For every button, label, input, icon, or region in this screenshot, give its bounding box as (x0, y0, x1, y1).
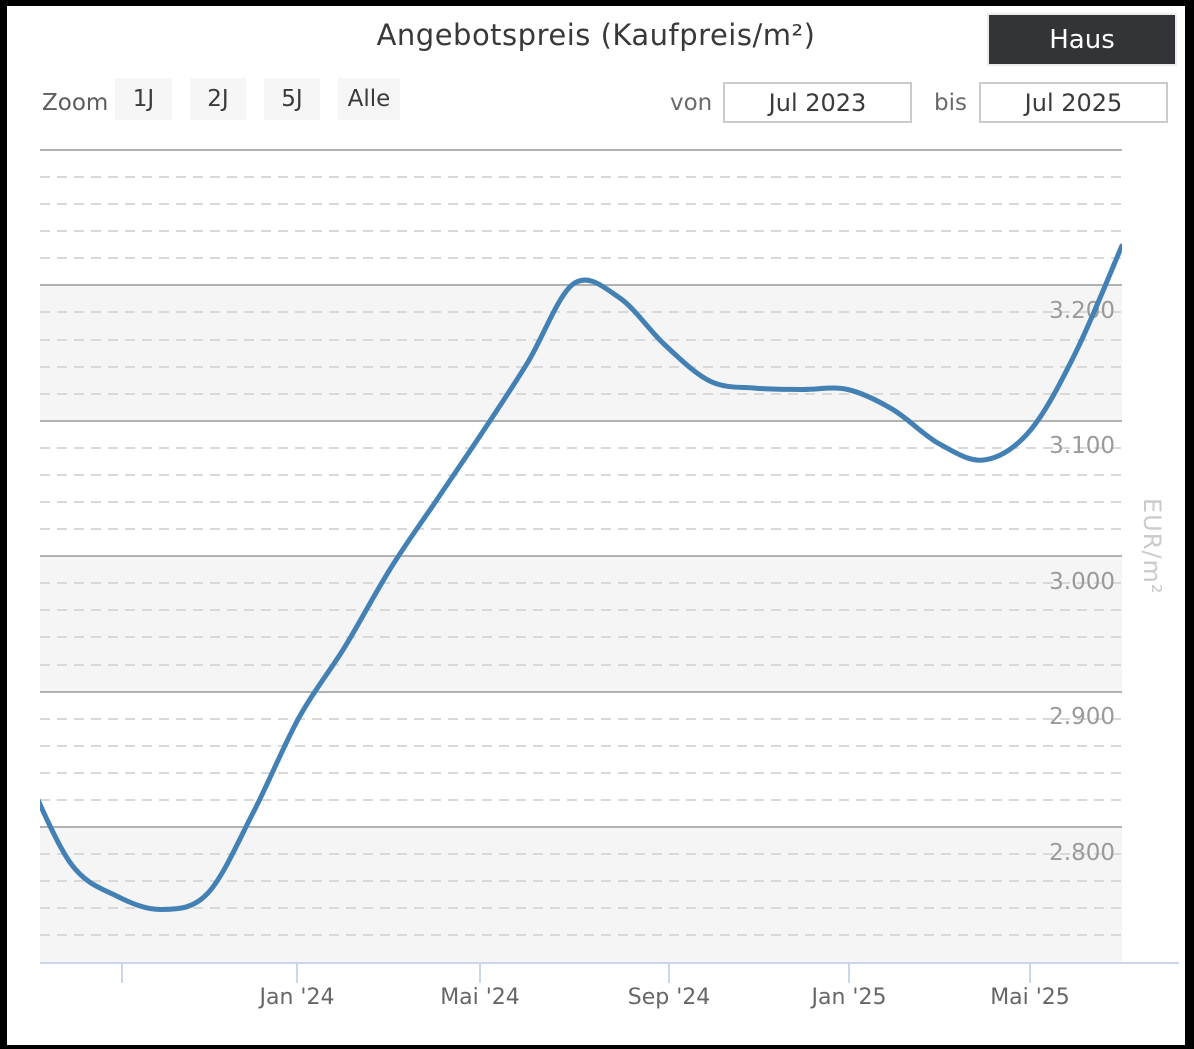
x-axis-label: Jan '24 (259, 985, 335, 1010)
x-axis-tick (668, 963, 670, 983)
gridline-minor (40, 663, 1122, 666)
gridline-minor (40, 365, 1122, 368)
chart-container: Angebotspreis (Kaufpreis/m²) Haus Zoom 1… (7, 6, 1185, 1045)
gridline-minor (40, 311, 1122, 314)
zoom-button-5j[interactable]: 5J (264, 78, 320, 120)
range-to-input[interactable] (979, 82, 1168, 123)
zoom-label: Zoom (42, 90, 109, 116)
plot-band (40, 285, 1122, 421)
x-axis-tick (848, 963, 850, 983)
y-axis-title: EUR/m² (1138, 498, 1166, 595)
zoom-button-1j[interactable]: 1J (115, 78, 172, 120)
range-from-input[interactable] (723, 82, 912, 123)
plot-band (40, 827, 1122, 963)
x-axis-line (40, 962, 1179, 964)
gridline-minor (40, 609, 1122, 612)
gridline-minor (40, 338, 1122, 341)
gridline-minor (40, 771, 1122, 774)
gridline-major (40, 284, 1122, 287)
zoom-button-alle[interactable]: Alle (338, 78, 400, 120)
x-axis-tick (479, 963, 481, 983)
zoom-button-2j[interactable]: 2J (190, 78, 246, 120)
gridline-major (40, 826, 1122, 828)
y-axis-label: 2.900 (1049, 704, 1115, 731)
gridline-minor (40, 230, 1122, 233)
range-from-label: von (670, 90, 713, 116)
gridline-minor (40, 257, 1122, 260)
gridline-minor (40, 907, 1122, 910)
gridline-minor (40, 853, 1122, 856)
gridline-minor (40, 203, 1122, 206)
x-axis-label: Sep '24 (627, 985, 711, 1010)
gridline-minor (40, 934, 1122, 937)
gridline-minor (40, 744, 1122, 747)
gridline-minor (40, 528, 1122, 531)
x-axis-tick (1029, 963, 1031, 983)
x-axis-tick (121, 963, 123, 983)
gridline-minor (40, 880, 1122, 883)
gridline-major (40, 419, 1122, 422)
gridline-minor (40, 582, 1122, 585)
chart-title: Angebotspreis (Kaufpreis/m²) (376, 18, 816, 52)
category-button-haus[interactable]: Haus (987, 13, 1177, 66)
gridline-major (40, 555, 1122, 558)
gridline-minor (40, 798, 1122, 801)
range-to-label: bis (934, 90, 967, 116)
x-axis-label: Mai '25 (990, 985, 1070, 1010)
gridline-minor (40, 501, 1122, 504)
y-axis-label: 3.200 (1049, 298, 1115, 324)
gridline-minor (40, 636, 1122, 639)
plot-area[interactable]: 3.200 3.100 3.000 2.900 2.800 Jan '24 Mai '24 S… (7, 6, 1185, 1045)
gridline-minor (40, 392, 1122, 395)
gridline-minor (40, 717, 1122, 720)
gridline-minor (40, 473, 1122, 476)
y-axis-label: 2.800 (1049, 839, 1115, 866)
gridline-minor (40, 176, 1122, 179)
plot-band (40, 556, 1122, 692)
x-axis-tick (296, 963, 298, 983)
y-axis-label: 3.100 (1049, 433, 1115, 460)
x-axis-label: Jan '25 (811, 985, 887, 1010)
gridline-major (40, 690, 1122, 693)
y-axis-label: 3.000 (1049, 568, 1115, 595)
x-axis-label: Mai '24 (440, 985, 520, 1010)
gridline-minor (40, 446, 1122, 449)
gridline-major (40, 149, 1122, 151)
